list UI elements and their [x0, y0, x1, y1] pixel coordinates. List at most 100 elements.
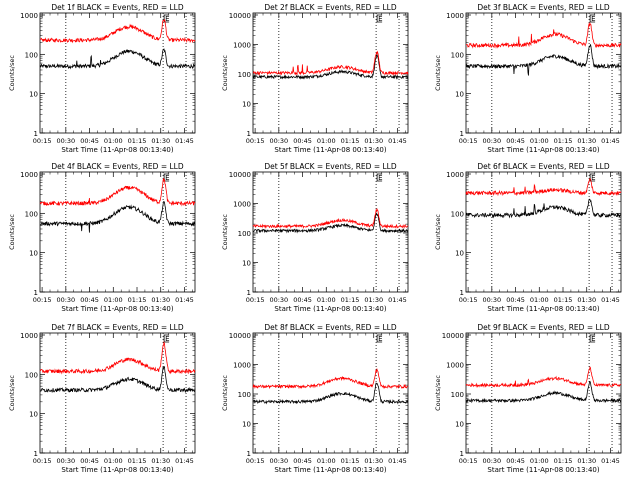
panel-det-4: Det 4f BLACK = Events, RED = LLD 1 10 100 10… — [8, 162, 196, 313]
x-tick-label: 01:30 — [151, 296, 170, 304]
x-tick-label: 00:15 — [459, 296, 478, 304]
y-tick-label: 1 — [460, 289, 464, 297]
y-axis-label: Counts/sec — [8, 375, 16, 411]
x-tick-label: 01:15 — [341, 137, 360, 145]
plot-frame — [39, 12, 196, 134]
y-tick-label: 10000 — [442, 332, 464, 340]
events-series-line — [39, 366, 196, 394]
y-tick-label: 1 — [34, 450, 38, 458]
lld-series-line — [465, 21, 622, 49]
x-axis-label: Start Time (11-Apr-08 00:13:40) — [274, 305, 386, 313]
x-tick-label: 01:00 — [104, 296, 123, 304]
y-tick-label: 10 — [455, 250, 464, 258]
y-tick-label: 10000 — [229, 12, 251, 20]
lld-series-line — [39, 18, 196, 44]
x-tick-label: 01:15 — [554, 137, 573, 145]
x-tick-label: 01:00 — [530, 457, 549, 465]
x-tick-label: 00:15 — [459, 137, 478, 145]
y-tick-label: 10000 — [229, 332, 251, 340]
x-tick-label: 00:45 — [293, 457, 312, 465]
x-tick-label: 01:00 — [530, 137, 549, 145]
y-axis-label: Counts/sec — [221, 55, 229, 91]
plot-frame — [39, 171, 196, 293]
plot-frame — [465, 12, 622, 134]
x-tick-label: 01:45 — [388, 296, 407, 304]
x-tick-label: 01:45 — [601, 457, 620, 465]
plot-frame — [252, 171, 409, 293]
x-tick-label: 01:30 — [364, 296, 383, 304]
flare-marker-label: E — [378, 174, 382, 182]
y-tick-label: 10000 — [229, 171, 251, 179]
x-axis-label: Start Time (11-Apr-08 00:13:40) — [274, 466, 386, 474]
x-tick-label: 01:00 — [530, 296, 549, 304]
flare-marker-bracket — [163, 14, 170, 23]
y-tick-label: 100 — [451, 210, 464, 218]
flare-marker-bracket — [163, 334, 170, 343]
x-tick-label: 01:45 — [388, 137, 407, 145]
x-tick-label: 00:15 — [33, 296, 52, 304]
y-axis-label: Counts/sec — [434, 214, 442, 250]
y-tick-label: 1000 — [20, 171, 38, 179]
x-axis-label: Start Time (11-Apr-08 00:13:40) — [61, 146, 173, 154]
y-tick-label: 1 — [247, 289, 251, 297]
x-tick-label: 00:30 — [56, 457, 75, 465]
panel-title: Det 9f BLACK = Events, RED = LLD — [477, 323, 610, 332]
flare-marker-label: E — [165, 15, 169, 23]
events-series-line — [39, 201, 196, 233]
x-tick-label: 00:45 — [80, 457, 99, 465]
x-tick-label: 01:15 — [554, 296, 573, 304]
events-series-line — [465, 44, 622, 76]
x-tick-label: 00:45 — [80, 137, 99, 145]
flare-marker-bracket — [163, 173, 170, 182]
y-axis-label: Counts/sec — [8, 214, 16, 250]
x-tick-label: 00:15 — [459, 457, 478, 465]
plot-frame — [465, 332, 622, 454]
y-tick-label: 1000 — [20, 12, 38, 20]
flare-marker-bracket — [589, 14, 596, 23]
y-tick-label: 1 — [34, 130, 38, 138]
y-tick-label: 100 — [25, 210, 38, 218]
panel-det-5: Det 5f BLACK = Events, RED = LLD 1 10 100 10… — [221, 162, 409, 313]
x-tick-label: 01:15 — [554, 457, 573, 465]
flare-marker-label: E — [165, 335, 169, 343]
lld-series-line — [252, 367, 409, 390]
y-tick-label: 1 — [460, 450, 464, 458]
y-axis-label: Counts/sec — [434, 375, 442, 411]
x-tick-label: 00:15 — [33, 137, 52, 145]
panel-det-6: Det 6f BLACK = Events, RED = LLD 1 10 100 10… — [434, 162, 622, 313]
flare-marker-label: E — [378, 335, 382, 343]
x-axis-label: Start Time (11-Apr-08 00:13:40) — [487, 466, 599, 474]
y-tick-label: 10 — [242, 260, 251, 268]
y-tick-label: 100 — [451, 391, 464, 399]
x-tick-label: 00:45 — [293, 137, 312, 145]
x-tick-label: 01:45 — [175, 457, 194, 465]
y-tick-label: 100 — [451, 51, 464, 59]
y-tick-label: 1 — [460, 130, 464, 138]
plot-frame — [465, 171, 622, 293]
panel-det-3: Det 3f BLACK = Events, RED = LLD 1 10 100 10… — [434, 3, 622, 154]
panel-det-7: Det 7f BLACK = Events, RED = LLD 1 10 100 10… — [8, 323, 196, 474]
y-tick-label: 1000 — [233, 42, 251, 50]
flare-marker-label: E — [591, 174, 595, 182]
x-tick-label: 00:45 — [506, 137, 525, 145]
x-tick-label: 01:30 — [577, 296, 596, 304]
panel-title: Det 2f BLACK = Events, RED = LLD — [264, 3, 397, 12]
x-tick-label: 01:15 — [128, 137, 147, 145]
panel-det-9: Det 9f BLACK = Events, RED = LLD 1 10 100 10… — [434, 323, 622, 474]
events-series-line — [465, 380, 622, 404]
x-axis-label: Start Time (11-Apr-08 00:13:40) — [61, 466, 173, 474]
x-tick-label: 01:15 — [128, 296, 147, 304]
x-tick-label: 01:30 — [577, 457, 596, 465]
panel-det-2: Det 2f BLACK = Events, RED = LLD 1 10 100 10… — [221, 3, 409, 154]
x-tick-label: 01:30 — [151, 137, 170, 145]
x-tick-label: 01:30 — [577, 137, 596, 145]
flare-marker-bracket — [376, 14, 383, 23]
x-tick-label: 01:15 — [128, 457, 147, 465]
x-tick-label: 00:30 — [482, 296, 501, 304]
plot-frame — [39, 332, 196, 454]
y-tick-label: 100 — [238, 391, 251, 399]
y-tick-label: 10 — [29, 411, 38, 419]
y-axis-label: Counts/sec — [8, 55, 16, 91]
x-tick-label: 01:45 — [601, 296, 620, 304]
